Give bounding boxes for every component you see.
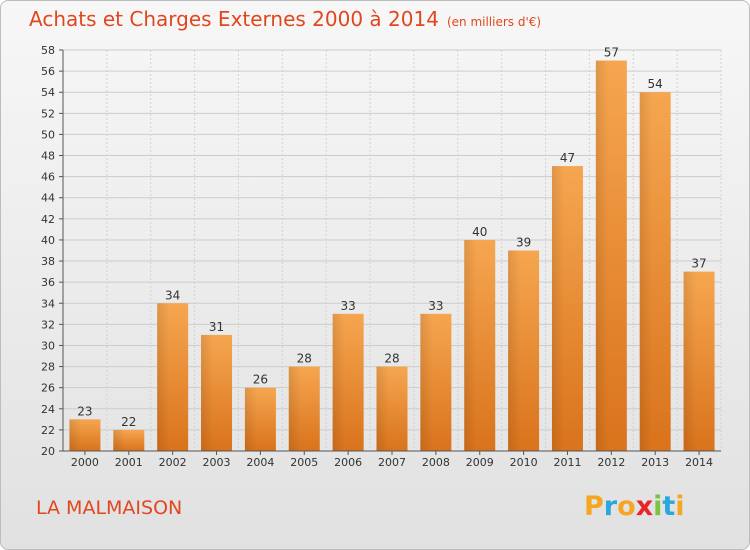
logo-letter: t [662, 491, 676, 522]
data-label: 23 [77, 404, 92, 418]
logo-letter: x [635, 491, 654, 522]
chart-title-text: Achats et Charges Externes 2000 à 2014 [29, 7, 439, 31]
y-tick-label: 20 [41, 445, 55, 458]
x-tick-label: 2010 [510, 456, 538, 469]
data-label: 33 [428, 299, 443, 313]
y-tick-label: 42 [41, 213, 55, 226]
bar-shade [639, 92, 671, 452]
logo-letter: o [617, 491, 636, 522]
bar-shade [595, 60, 627, 451]
data-label: 28 [384, 352, 399, 366]
data-label: 26 [253, 373, 268, 387]
y-tick-label: 46 [41, 171, 55, 184]
x-tick-label: 2014 [685, 456, 713, 469]
bar-shade [244, 387, 276, 451]
logo-letter: r [603, 491, 618, 522]
y-tick-label: 56 [41, 65, 55, 78]
proxiti-logo: Proxiti [584, 491, 685, 522]
bar-shade [508, 250, 540, 451]
bar-shade [551, 166, 583, 451]
x-tick-label: 2008 [422, 456, 450, 469]
y-tick-label: 44 [41, 192, 55, 205]
bar-shade [288, 366, 320, 451]
logo-letter: P [584, 491, 604, 522]
data-label: 39 [516, 236, 531, 250]
data-label: 37 [691, 257, 706, 271]
bar-shade [464, 239, 496, 451]
data-label: 28 [297, 352, 312, 366]
bar-shade [157, 303, 189, 451]
data-label: 33 [340, 299, 355, 313]
x-tick-label: 2011 [553, 456, 581, 469]
data-label: 40 [472, 225, 487, 239]
bar-shade [332, 313, 364, 451]
y-tick-label: 38 [41, 255, 55, 268]
y-tick-label: 26 [41, 382, 55, 395]
y-tick-label: 24 [41, 403, 55, 416]
chart-title: Achats et Charges Externes 2000 à 2014 (e… [29, 7, 541, 31]
y-tick-label: 32 [41, 318, 55, 331]
data-label: 47 [560, 151, 575, 165]
y-tick-label: 36 [41, 276, 55, 289]
bar-shade [420, 313, 452, 451]
logo-letter: i [653, 491, 663, 522]
x-tick-label: 2002 [159, 456, 187, 469]
bar-shade [683, 271, 715, 451]
data-label: 57 [604, 46, 619, 60]
data-label: 22 [121, 415, 136, 429]
bar-shade [201, 334, 233, 451]
logo-letter: i [675, 491, 685, 522]
x-tick-label: 2007 [378, 456, 406, 469]
x-tick-label: 2009 [466, 456, 494, 469]
x-tick-label: 2005 [290, 456, 318, 469]
x-tick-label: 2004 [246, 456, 274, 469]
bar-shade [69, 419, 101, 451]
place-name: LA MALMAISON [36, 497, 183, 519]
x-tick-label: 2013 [641, 456, 669, 469]
y-tick-label: 50 [41, 128, 55, 141]
data-label: 34 [165, 288, 180, 302]
y-tick-label: 28 [41, 361, 55, 374]
data-label: 54 [648, 77, 663, 91]
x-tick-label: 2003 [203, 456, 231, 469]
y-tick-label: 34 [41, 297, 55, 310]
x-tick-label: 2001 [115, 456, 143, 469]
x-tick-label: 2000 [71, 456, 99, 469]
y-tick-label: 52 [41, 107, 55, 120]
y-tick-label: 30 [41, 339, 55, 352]
x-tick-label: 2006 [334, 456, 362, 469]
bar-shade [113, 429, 145, 451]
y-tick-label: 54 [41, 86, 55, 99]
data-label: 31 [209, 320, 224, 334]
chart-unit-note: (en milliers d'€) [446, 15, 542, 29]
y-tick-label: 40 [41, 234, 55, 247]
y-tick-label: 48 [41, 150, 55, 163]
bar-shade [376, 366, 408, 451]
y-tick-label: 58 [41, 44, 55, 57]
x-tick-label: 2012 [597, 456, 625, 469]
y-tick-label: 22 [41, 424, 55, 437]
